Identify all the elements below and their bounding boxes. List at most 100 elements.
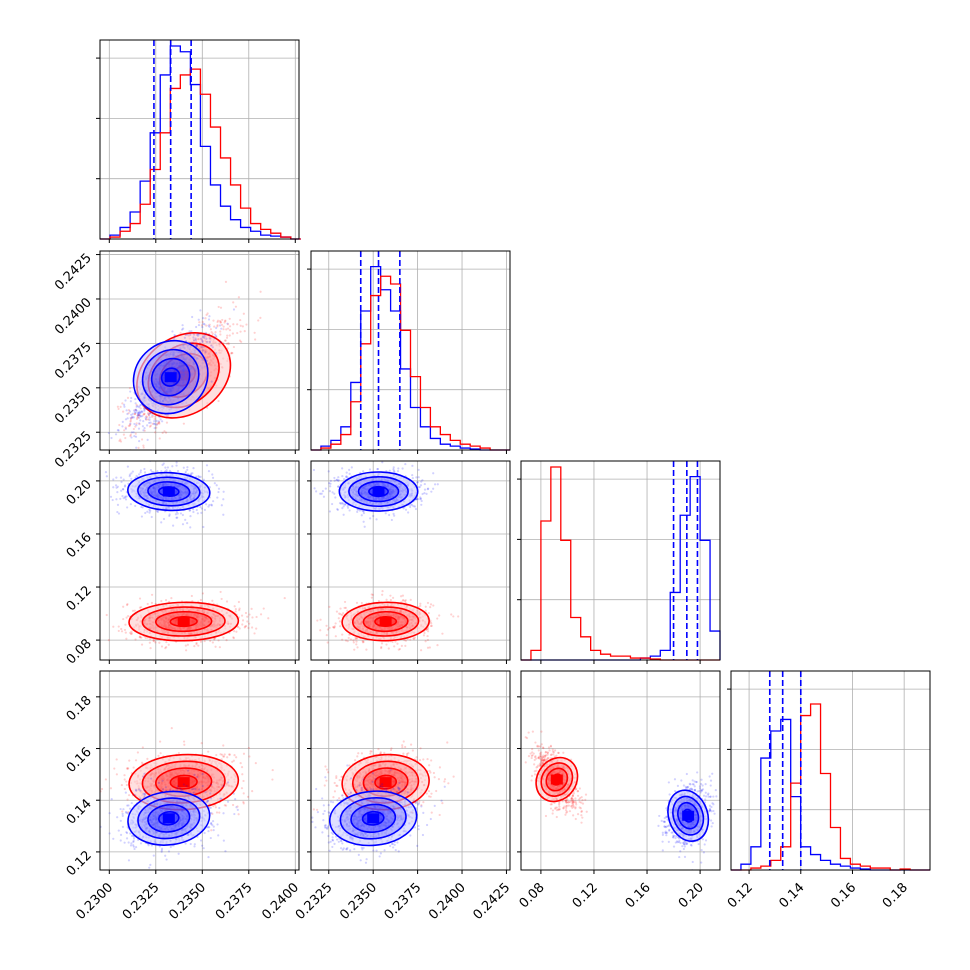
scatter-point-blue bbox=[217, 490, 220, 494]
scatter-point-red bbox=[164, 599, 168, 602]
scatter-point-red bbox=[160, 599, 163, 603]
scatter-point-blue bbox=[120, 480, 123, 483]
scatter-point-red bbox=[145, 418, 148, 421]
scatter-point-red bbox=[134, 408, 137, 411]
scatter-point-blue bbox=[171, 330, 174, 333]
scatter-point-red bbox=[126, 603, 129, 606]
scatter-point-blue bbox=[130, 477, 133, 480]
scatter-point-red bbox=[339, 607, 342, 610]
scatter-point-blue bbox=[131, 470, 134, 473]
scatter-point-blue bbox=[397, 467, 400, 470]
histogram-panel-0 bbox=[96, 39, 301, 240]
scatter-point-red bbox=[170, 452, 172, 454]
scatter-point-blue bbox=[135, 446, 138, 449]
scatter-point-blue bbox=[148, 411, 152, 415]
scatter-point-red bbox=[343, 606, 346, 610]
scatter-point-red bbox=[253, 331, 256, 334]
scatter-point-blue bbox=[123, 405, 126, 408]
scatter-point-blue bbox=[133, 411, 136, 414]
scatter-point-blue bbox=[134, 504, 137, 508]
scatter-point-red bbox=[214, 645, 217, 648]
scatter-point-red bbox=[233, 629, 236, 633]
scatter-point-red bbox=[210, 331, 213, 334]
scatter-point-red bbox=[232, 323, 235, 326]
scatter-point-red bbox=[365, 648, 368, 651]
scatter-point-blue bbox=[202, 345, 205, 348]
scatter-point-blue bbox=[207, 505, 210, 508]
axis-frame bbox=[730, 670, 931, 871]
scatter-point-blue bbox=[149, 421, 152, 424]
scatter-point-red bbox=[147, 413, 151, 416]
scatter-point-red bbox=[97, 620, 99, 622]
scatter-point-red bbox=[242, 312, 245, 315]
scatter-point-red bbox=[429, 603, 433, 606]
scatter-point-red bbox=[186, 643, 189, 646]
scatter-point-red bbox=[259, 290, 262, 293]
scatter-point-red bbox=[126, 396, 130, 400]
scatter-point-red bbox=[123, 628, 127, 632]
scatter-point-blue bbox=[368, 468, 372, 471]
scatter-point-blue bbox=[181, 523, 185, 526]
scatter-point-blue bbox=[213, 337, 216, 340]
scatter-point-red bbox=[255, 627, 258, 630]
scatter-point-red bbox=[248, 622, 251, 625]
scatter-point-red bbox=[220, 597, 223, 601]
scatter-point-red bbox=[225, 638, 228, 642]
scatter-point-blue bbox=[140, 515, 144, 518]
scatter-point-blue bbox=[166, 466, 170, 469]
scatter-point-blue bbox=[138, 413, 141, 416]
histogram-red bbox=[311, 275, 510, 451]
scatter-point-red bbox=[424, 640, 427, 643]
scatter-point-blue bbox=[146, 424, 149, 427]
scatter-point-red bbox=[138, 597, 142, 600]
scatter-point-red bbox=[185, 649, 188, 652]
scatter-point-blue bbox=[184, 333, 187, 336]
scatter-point-blue bbox=[116, 485, 119, 488]
scatter-point-red bbox=[127, 412, 130, 415]
scatter-point-red bbox=[161, 431, 164, 434]
scatter-point-red bbox=[140, 606, 143, 609]
scatter-point-red bbox=[147, 412, 150, 415]
scatter-point-blue bbox=[112, 478, 115, 481]
scatter-point-red bbox=[236, 323, 239, 326]
scatter-point-red bbox=[334, 622, 337, 625]
scatter-point-red bbox=[341, 638, 344, 641]
scatter-point-blue bbox=[151, 414, 154, 417]
scatter-point-blue bbox=[130, 413, 133, 416]
scatter-point-red bbox=[225, 328, 228, 331]
scatter-point-red bbox=[129, 632, 133, 636]
scatter-point-red bbox=[234, 305, 238, 308]
scatter-point-red bbox=[237, 625, 240, 629]
density-peak-red bbox=[379, 616, 392, 627]
scatter-point-blue bbox=[140, 410, 144, 413]
scatter-point-blue bbox=[141, 415, 144, 418]
scatter-point-blue bbox=[207, 324, 210, 327]
scatter-point-red bbox=[124, 631, 127, 634]
histogram-panel-1 bbox=[307, 250, 511, 451]
scatter-point-blue bbox=[392, 466, 395, 469]
scatter-point-red bbox=[129, 419, 132, 422]
scatter-point-blue bbox=[115, 498, 118, 501]
scatter-point-blue bbox=[105, 475, 108, 478]
scatter-point-blue bbox=[180, 328, 184, 331]
scatter-point-red bbox=[143, 429, 146, 432]
scatter-point-red bbox=[238, 607, 241, 610]
scatter-point-red bbox=[158, 422, 161, 425]
scatter-point-blue bbox=[135, 474, 138, 478]
scatter-point-blue bbox=[138, 411, 141, 414]
scatter-point-red bbox=[236, 331, 239, 335]
scatter-point-blue bbox=[186, 468, 189, 471]
scatter-point-blue bbox=[210, 503, 213, 506]
scatter-point-blue bbox=[199, 337, 203, 340]
scatter-point-blue bbox=[200, 346, 203, 349]
scatter-point-blue bbox=[220, 327, 223, 330]
scatter-point-blue bbox=[129, 422, 132, 425]
scatter-point-blue bbox=[203, 323, 206, 326]
scatter-point-blue bbox=[182, 327, 185, 330]
scatter-point-red bbox=[211, 332, 214, 335]
scatter-point-blue bbox=[143, 427, 146, 430]
scatter-point-blue bbox=[174, 513, 177, 516]
scatter-point-red bbox=[126, 603, 129, 607]
scatter-point-blue bbox=[189, 515, 192, 518]
scatter-point-red bbox=[420, 649, 423, 652]
